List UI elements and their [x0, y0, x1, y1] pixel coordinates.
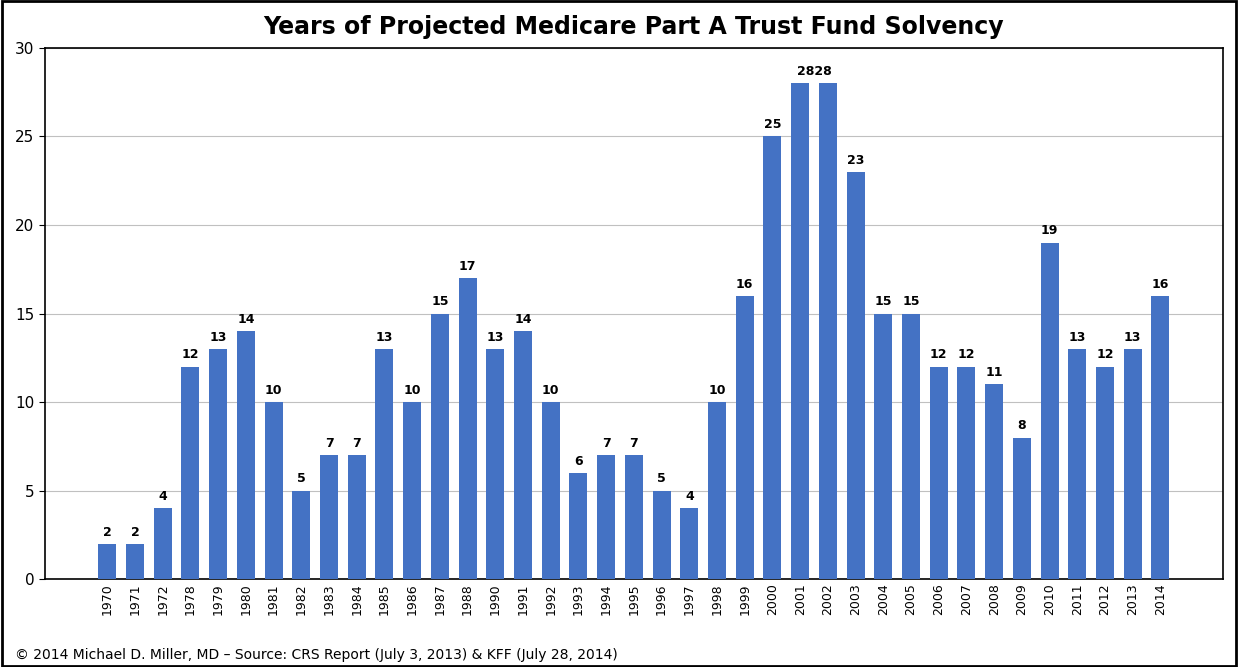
- Bar: [209, 349, 228, 579]
- Bar: [348, 456, 365, 579]
- Text: 12: 12: [182, 348, 199, 362]
- Bar: [182, 367, 199, 579]
- Text: 2: 2: [103, 526, 111, 538]
- Bar: [265, 402, 282, 579]
- Text: 14: 14: [238, 313, 255, 326]
- Bar: [1041, 243, 1058, 579]
- Text: 19: 19: [1041, 224, 1058, 237]
- Text: 2: 2: [131, 526, 140, 538]
- Bar: [404, 402, 421, 579]
- Bar: [791, 83, 810, 579]
- Text: 13: 13: [487, 331, 504, 344]
- Text: 7: 7: [324, 437, 333, 450]
- Text: 4: 4: [158, 490, 167, 503]
- Bar: [1124, 349, 1141, 579]
- Text: 7: 7: [602, 437, 610, 450]
- Bar: [818, 83, 837, 579]
- Bar: [681, 508, 698, 579]
- Text: 5: 5: [297, 472, 306, 486]
- Text: 15: 15: [874, 295, 893, 308]
- Text: 13: 13: [209, 331, 227, 344]
- Text: 10: 10: [404, 384, 421, 397]
- Text: 10: 10: [265, 384, 282, 397]
- Text: 4: 4: [685, 490, 693, 503]
- Bar: [1013, 438, 1031, 579]
- Text: 2828: 2828: [797, 65, 832, 78]
- Text: 13: 13: [376, 331, 394, 344]
- Text: 16: 16: [737, 277, 754, 291]
- Text: 12: 12: [930, 348, 947, 362]
- Bar: [375, 349, 394, 579]
- Bar: [847, 172, 864, 579]
- Text: 5: 5: [657, 472, 666, 486]
- Text: 15: 15: [431, 295, 448, 308]
- Bar: [487, 349, 504, 579]
- Bar: [321, 456, 338, 579]
- Text: 8: 8: [1018, 420, 1026, 432]
- Text: 11: 11: [985, 366, 1003, 379]
- Text: 25: 25: [764, 118, 781, 131]
- Text: 7: 7: [629, 437, 639, 450]
- Text: 12: 12: [1097, 348, 1114, 362]
- Bar: [542, 402, 560, 579]
- Bar: [431, 313, 449, 579]
- Text: © 2014 Michael D. Miller, MD – Source: CRS Report (July 3, 2013) & KFF (July 28,: © 2014 Michael D. Miller, MD – Source: C…: [15, 648, 618, 662]
- Text: 15: 15: [903, 295, 920, 308]
- Text: 6: 6: [574, 455, 583, 468]
- Title: Years of Projected Medicare Part A Trust Fund Solvency: Years of Projected Medicare Part A Trust…: [264, 15, 1004, 39]
- Text: 12: 12: [958, 348, 976, 362]
- Bar: [735, 296, 754, 579]
- Bar: [292, 491, 311, 579]
- Bar: [236, 331, 255, 579]
- Bar: [98, 544, 116, 579]
- Bar: [985, 384, 1003, 579]
- Bar: [652, 491, 671, 579]
- Bar: [874, 313, 893, 579]
- Bar: [708, 402, 725, 579]
- Text: 10: 10: [708, 384, 725, 397]
- Text: 13: 13: [1124, 331, 1141, 344]
- Bar: [597, 456, 615, 579]
- Bar: [625, 456, 643, 579]
- Bar: [569, 473, 588, 579]
- Bar: [764, 137, 781, 579]
- Bar: [154, 508, 172, 579]
- Bar: [458, 278, 477, 579]
- Bar: [930, 367, 948, 579]
- Text: 13: 13: [1068, 331, 1086, 344]
- Text: 17: 17: [459, 260, 477, 273]
- Bar: [1068, 349, 1086, 579]
- Bar: [126, 544, 144, 579]
- Text: 16: 16: [1151, 277, 1169, 291]
- Text: 10: 10: [542, 384, 560, 397]
- Text: 7: 7: [353, 437, 361, 450]
- Bar: [514, 331, 532, 579]
- Bar: [903, 313, 920, 579]
- Text: 14: 14: [514, 313, 532, 326]
- Text: 23: 23: [847, 153, 864, 167]
- Bar: [957, 367, 976, 579]
- Bar: [1151, 296, 1170, 579]
- Bar: [1096, 367, 1114, 579]
